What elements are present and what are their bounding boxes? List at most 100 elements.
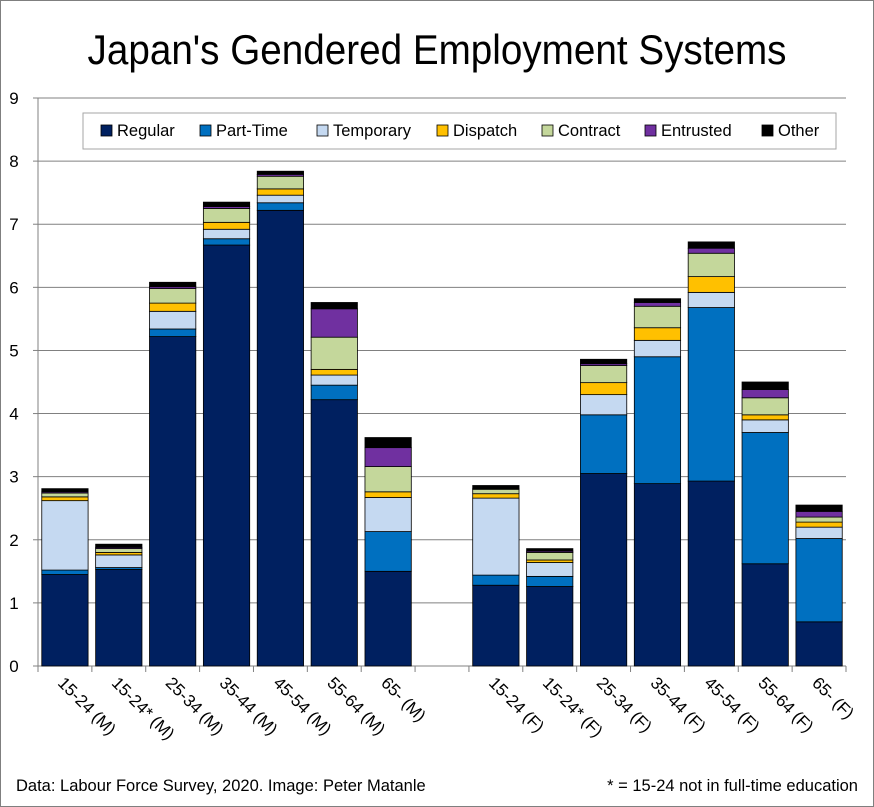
chart-title: Japan's Gendered Employment Systems [87, 26, 787, 73]
legend-label: Entrusted [661, 122, 732, 140]
bar-segment-other [256, 170, 304, 175]
bar-segment-other [580, 358, 628, 365]
x-tick-label: 65- (F) [808, 673, 857, 722]
y-tick-label: 7 [9, 215, 18, 234]
legend-swatch [436, 124, 449, 137]
bar-segment-part-time [364, 531, 412, 572]
bar-segment-dispatch [41, 496, 89, 502]
bar-segment-regular [310, 399, 358, 667]
bar-segment-dispatch [472, 493, 520, 499]
bar-segment-regular [526, 586, 574, 667]
bar-segment-contract [580, 365, 628, 384]
bar-segment-entrusted [364, 447, 412, 467]
y-tick-label: 1 [9, 594, 18, 613]
bar-segment-contract [256, 175, 304, 190]
bar-segment-dispatch [202, 221, 251, 230]
legend-swatch [761, 124, 774, 137]
bar-segment-contract [526, 552, 574, 561]
bar-segment-regular [95, 569, 143, 667]
bar-segment-contract [472, 488, 520, 495]
x-tick-label: 35-44 (F) [647, 673, 710, 736]
bar-segment-other [95, 543, 143, 548]
bar-segment-contract [364, 466, 412, 493]
bar-segment-part-time [149, 328, 197, 337]
y-tick-label: 4 [9, 405, 18, 424]
bar-segment-dispatch [580, 382, 628, 396]
bar-segment-dispatch [795, 521, 843, 528]
bar-segment-regular [633, 483, 682, 667]
legend-label: Dispatch [453, 122, 517, 140]
bar-segment-other [472, 485, 520, 490]
axes: 0 1 2 3 4 5 6 7 8 9 [9, 89, 847, 676]
bar-segment-temporary [256, 194, 304, 204]
y-tick-label: 2 [9, 531, 18, 550]
x-tick-labels: 15-24 (M)15-24* (M)25-34 (M)35-44 (M)45-… [54, 673, 858, 743]
bar-segment-dispatch [364, 491, 412, 498]
legend-swatch [541, 124, 554, 137]
legend-label: Temporary [333, 122, 412, 140]
bar-segment-temporary [472, 497, 520, 576]
bar-segment-temporary [580, 394, 628, 416]
bar-segment-temporary [633, 339, 682, 358]
bar-segment-temporary [687, 291, 735, 308]
legend-label: Contract [558, 122, 621, 140]
bar-segment-regular [741, 563, 789, 667]
legend-swatch [316, 124, 329, 137]
bar-segment-dispatch [687, 276, 735, 293]
bar-segment-dispatch [256, 188, 304, 196]
bar-segment-part-time [741, 432, 789, 565]
bar-segment-regular [149, 336, 197, 667]
legend-swatch [199, 124, 212, 137]
bar-segment-regular [687, 480, 735, 667]
y-tick-label: 0 [9, 657, 18, 676]
x-tick-label: 65- (M) [377, 673, 429, 725]
bar-segment-regular [256, 209, 304, 667]
footnote: * = 15-24 not in full-time education [607, 777, 858, 795]
bar-segment-part-time [687, 307, 735, 482]
legend-label: Regular [117, 122, 175, 140]
bar-segment-contract [95, 548, 143, 553]
bar-segment-contract [310, 336, 358, 370]
y-tick-label: 3 [9, 468, 18, 487]
bar-segment-part-time [256, 202, 304, 211]
bar-segment-other [741, 381, 789, 390]
bar-segment-other [149, 281, 197, 288]
bar-segment-regular [472, 584, 520, 667]
bar-segment-part-time [795, 538, 843, 623]
x-tick-label: 15-24 (M) [54, 673, 120, 739]
bar-segment-dispatch [310, 368, 358, 376]
bar-segment-contract [149, 288, 197, 304]
bar-segment-entrusted [310, 308, 358, 338]
bar-segment-other [310, 302, 358, 310]
x-tick-label: 15-24 (F) [485, 673, 548, 736]
bar-segment-part-time [633, 356, 682, 485]
bar-segment-regular [364, 570, 412, 667]
bars [41, 170, 843, 667]
bar-segment-other [526, 548, 574, 552]
bar-segment-temporary [202, 228, 251, 240]
legend-label: Other [778, 122, 820, 140]
bar-segment-regular [41, 574, 89, 667]
y-tick-label: 8 [9, 152, 18, 171]
bar-segment-dispatch [741, 414, 789, 421]
source-note: Data: Labour Force Survey, 2020. Image: … [16, 777, 426, 795]
x-tick-label: 45-54 (M) [270, 673, 336, 739]
y-tick-label: 5 [9, 341, 18, 360]
bar-segment-temporary [41, 500, 89, 571]
bar-segment-other [633, 298, 682, 303]
bar-segment-part-time [202, 238, 251, 246]
bar-segment-part-time [472, 574, 520, 586]
bar-segment-dispatch [149, 302, 197, 312]
bar-segment-temporary [149, 310, 197, 330]
bar-segment-temporary [364, 497, 412, 532]
legend: Regular Part-Time Temporary Dispatch Contrac… [82, 112, 837, 150]
bar-segment-temporary [795, 526, 843, 539]
bar-segment-dispatch [633, 327, 682, 341]
bar-segment-contract [41, 492, 89, 498]
y-tick-label: 9 [9, 89, 18, 108]
bar-segment-entrusted [633, 302, 682, 307]
bar-segment-entrusted [741, 389, 789, 399]
bar-segment-regular [580, 473, 628, 667]
bar-segment-other [41, 488, 89, 493]
bar-segment-other [687, 241, 735, 249]
